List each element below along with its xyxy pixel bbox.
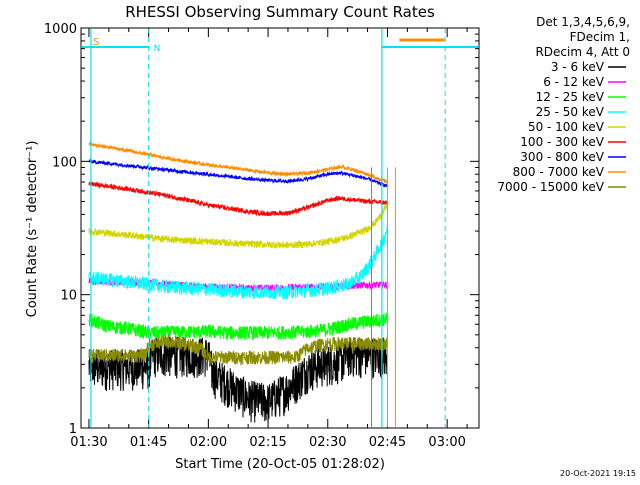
x-tick-label: 03:00 xyxy=(428,435,465,450)
y-tick-label: 1000 xyxy=(44,22,77,37)
legend: Det 1,3,4,5,6,9,FDecim 1,RDecim 4, Att 0… xyxy=(497,15,630,194)
legend-entry-label: 3 - 6 keV xyxy=(551,60,605,74)
legend-entry-label: 12 - 25 keV xyxy=(536,90,605,104)
legend-entry-label: 100 - 300 keV xyxy=(520,135,604,149)
legend-entry-label: 300 - 800 keV xyxy=(520,150,604,164)
series-line-7 xyxy=(88,158,388,188)
plot-frame xyxy=(80,27,480,429)
series-line-3 xyxy=(88,312,388,340)
x-axis-label: Start Time (20-Oct-05 01:28:02) xyxy=(175,457,385,472)
x-tick-label: 02:45 xyxy=(369,435,406,450)
marker-n-label: N xyxy=(154,44,161,54)
legend-entry-label: 50 - 100 keV xyxy=(528,120,605,134)
series-line-9 xyxy=(88,334,388,366)
y-tick-label: 100 xyxy=(52,155,77,170)
x-tick-label: 02:30 xyxy=(309,435,346,450)
series-line-6 xyxy=(88,181,388,217)
footer-timestamp: 20-Oct-2021 19:15 xyxy=(560,469,636,478)
marker-s-label: S xyxy=(93,37,99,48)
x-tick-label: 02:15 xyxy=(249,435,286,450)
y-axis-label: Count Rate (s⁻¹ detector⁻¹) xyxy=(25,141,40,318)
x-tick-label: 02:00 xyxy=(190,435,227,450)
legend-header-line: FDecim 1, xyxy=(570,30,630,44)
x-tick-label: 01:30 xyxy=(70,435,107,450)
series-line-5 xyxy=(88,202,388,249)
y-tick-label: 1 xyxy=(69,422,77,437)
legend-header-line: RDecim 4, Att 0 xyxy=(535,45,630,59)
legend-entry-label: 6 - 12 keV xyxy=(543,75,605,89)
legend-entry-label: 25 - 50 keV xyxy=(536,105,605,119)
data-layer: SN xyxy=(82,29,478,427)
x-tick-label: 01:45 xyxy=(130,435,167,450)
chart-title: RHESSI Observing Summary Count Rates xyxy=(125,3,435,21)
series-line-8 xyxy=(88,141,388,184)
y-tick-label: 10 xyxy=(60,289,77,304)
plot-area: 1 10 100 1000 01:30 01:45 02:00 02:15 02:30 02:45… xyxy=(44,22,480,450)
legend-entry-label: 800 - 7000 keV xyxy=(513,165,605,179)
legend-header-line: Det 1,3,4,5,6,9, xyxy=(536,15,630,29)
legend-entry-label: 7000 - 15000 keV xyxy=(497,180,604,194)
series-line-4 xyxy=(88,225,388,300)
